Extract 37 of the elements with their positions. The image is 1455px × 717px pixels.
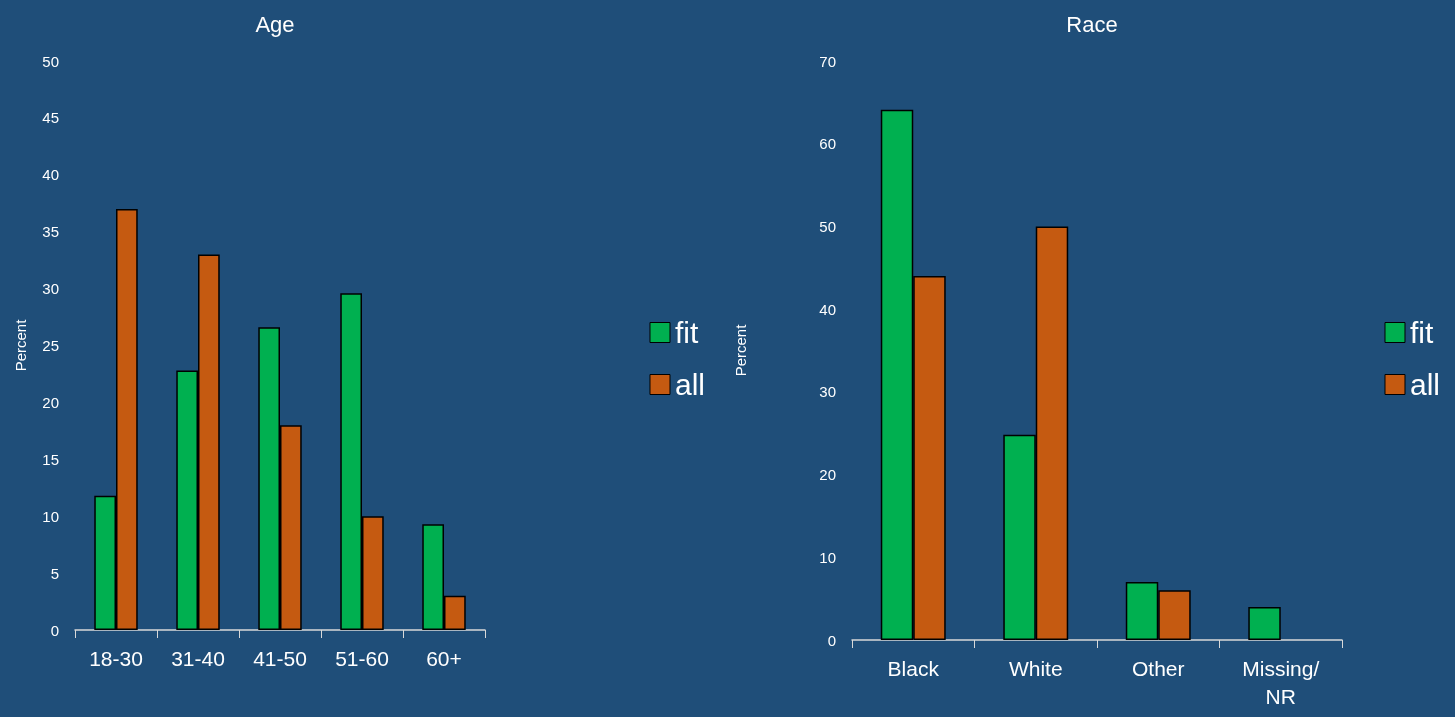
y-tick-label: 60 [819, 135, 836, 153]
chart-title: Age [255, 11, 295, 37]
x-tick-label: 60+ [426, 646, 462, 670]
y-tick-label: 35 [42, 223, 59, 241]
chart-title: Race [1066, 11, 1118, 37]
y-tick-label: 40 [42, 166, 59, 184]
x-tick-label: Other [1131, 656, 1185, 680]
y-tick-label: 0 [827, 631, 836, 649]
y-tick-label: 30 [42, 280, 59, 298]
y-tick-label: 25 [42, 337, 59, 354]
y-tick-label: 30 [819, 383, 836, 401]
y-tick-label: 70 [819, 52, 836, 70]
legend-label: fit [1409, 316, 1434, 349]
x-tick-label: 41-50 [253, 646, 307, 670]
y-tick-label: 10 [819, 548, 836, 566]
y-tick-label: 5 [50, 564, 59, 582]
bar [1248, 606, 1281, 640]
y-tick-label: 50 [819, 217, 836, 235]
legend-label: fit [674, 316, 699, 349]
x-tick-label: Missing/NR [1242, 656, 1320, 708]
x-tick-label: 51-60 [335, 646, 389, 670]
x-tick-label: Black [887, 656, 940, 680]
y-tick-label: 0 [50, 621, 59, 639]
y-axis-title: Percent [732, 323, 749, 377]
legend-label: all [1409, 368, 1440, 401]
y-tick-label: 10 [42, 507, 59, 525]
y-tick-label: 20 [819, 466, 836, 484]
y-tick-label: 20 [42, 393, 59, 411]
legend-label: all [674, 368, 705, 401]
y-axis-title: Percent [12, 318, 29, 372]
y-tick-label: 40 [819, 300, 836, 318]
y-tick-label: 45 [42, 109, 59, 127]
x-tick-label: 31-40 [171, 646, 225, 670]
x-tick-label: White [1008, 656, 1063, 680]
y-tick-label: 50 [42, 52, 59, 70]
x-tick-label: 18-30 [89, 646, 143, 670]
y-tick-label: 15 [42, 450, 59, 468]
